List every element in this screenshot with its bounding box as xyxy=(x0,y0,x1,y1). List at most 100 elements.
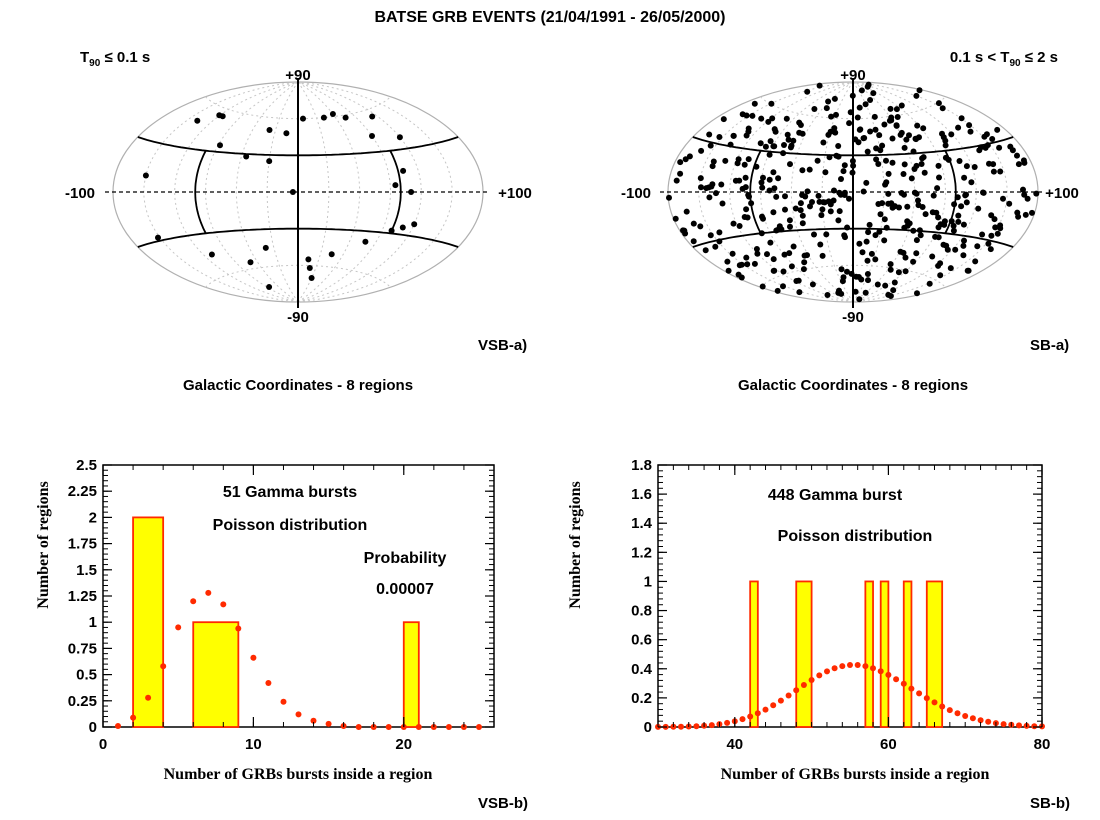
sb-a-burst-point xyxy=(900,171,907,177)
sb-a-burst-point xyxy=(960,252,967,259)
sb-b-poisson-point xyxy=(1031,723,1038,730)
sb-a-burst-point xyxy=(910,227,917,234)
vsb-a-burst-point xyxy=(208,251,215,258)
sb-a-burst-point xyxy=(877,211,884,218)
sb-a-burst-point xyxy=(797,207,804,214)
sb-b-poisson-point xyxy=(693,723,700,730)
sb-a-burst-point xyxy=(887,261,894,268)
sb-b-poisson-point xyxy=(678,723,684,730)
sb-b-poisson-point xyxy=(923,695,930,702)
sb-b-poisson-point xyxy=(1016,722,1022,729)
sb-a-burst-point xyxy=(827,201,834,208)
sb-b-bar xyxy=(879,580,890,728)
sb-a-burst-point xyxy=(976,147,983,154)
sb-b-poisson-point xyxy=(724,719,731,726)
sb-a-burst-point xyxy=(819,252,826,259)
sb-a-burst-point xyxy=(958,203,965,210)
sb-a-burst-point xyxy=(809,199,815,205)
vsb-b-tag: VSB-b) xyxy=(478,795,528,812)
sb-a-burst-point xyxy=(988,212,995,219)
vsb-a-burst-point xyxy=(155,234,161,241)
sb-a-burst-point xyxy=(1014,209,1021,216)
sb-a-burst-point xyxy=(852,288,859,295)
sb-a-burst-point xyxy=(910,258,917,265)
sb-a-burst-point xyxy=(902,268,909,275)
sb-a-burst-point xyxy=(963,191,969,198)
sb-a-burst-point xyxy=(849,169,856,176)
vsb-a-burst-point xyxy=(305,256,312,263)
vsb-a-burst-point xyxy=(289,189,296,195)
sb-a-burst-point xyxy=(757,140,764,147)
sb-a-burst-point xyxy=(827,208,834,215)
sb-a-burst-point xyxy=(806,166,813,173)
sb-a-burst-point xyxy=(748,200,755,207)
sb-a-burst-point xyxy=(915,197,921,204)
sb-a-burst-point xyxy=(804,88,811,95)
sb-a-burst-point xyxy=(863,238,870,245)
sb-a-burst-point xyxy=(856,296,863,303)
sb-b-y-tick-label: 0.2 xyxy=(631,690,652,707)
vsb-b-x-tick-label: 10 xyxy=(245,736,262,753)
sb-a-burst-point xyxy=(890,287,897,294)
sb-a-burst-point xyxy=(963,163,970,170)
sb-a-burst-point xyxy=(821,199,828,206)
sb-a-burst-point xyxy=(881,237,888,244)
sb-a-burst-point xyxy=(852,136,859,143)
sb-a-burst-point xyxy=(773,227,780,234)
sb-a-burst-point xyxy=(961,174,968,181)
sb-a-burst-point xyxy=(988,232,995,239)
vsb-a-lon-right: +100 xyxy=(498,185,532,202)
sb-a-burst-point xyxy=(901,161,908,168)
sb-a-burst-point xyxy=(724,258,731,265)
sb-a-burst-point xyxy=(898,102,905,109)
sb-a-burst-point xyxy=(768,100,775,107)
vsb-a-lat-top: +90 xyxy=(285,67,310,84)
sb-a-burst-point xyxy=(971,164,978,170)
sb-a-burst-point xyxy=(730,132,737,139)
sb-a-burst-point xyxy=(911,189,918,196)
sb-a-burst-point xyxy=(883,157,889,164)
sb-a-burst-point xyxy=(767,138,774,145)
sb-b-poisson-point xyxy=(885,671,892,678)
sb-a-burst-point xyxy=(854,114,861,121)
sb-a-burst-point xyxy=(832,129,839,136)
sb-a-burst-point xyxy=(817,241,824,248)
vsb-a-meridian xyxy=(297,81,422,303)
vsb-a-burst-point xyxy=(243,153,250,160)
sb-a-burst-point xyxy=(727,141,734,148)
sb-a-burst-point xyxy=(914,122,921,129)
sb-a-burst-point xyxy=(920,154,927,161)
sb-a-burst-point xyxy=(797,200,804,207)
sb-a-burst-point xyxy=(838,176,844,182)
vsb-b-y-tick-label: 1 xyxy=(89,614,97,631)
sb-a-burst-point xyxy=(996,144,1003,151)
sb-a-burst-point xyxy=(788,263,795,270)
vsb-a-region-boundary xyxy=(194,150,207,234)
sb-a-burst-point xyxy=(822,169,829,176)
vsb-b-poisson-point xyxy=(145,694,152,701)
vsb-b-poisson-point xyxy=(115,723,121,729)
vsb-a-burst-point xyxy=(306,265,313,271)
sb-a-burst-point xyxy=(824,292,831,298)
vsb-b-poisson-point xyxy=(415,724,422,730)
sb-b-poisson-point xyxy=(762,706,769,713)
sb-b-poisson-point xyxy=(908,685,915,692)
sb-a-burst-point xyxy=(872,126,879,133)
sb-a-burst-point xyxy=(1024,195,1031,202)
sb-a-burst-point xyxy=(948,218,955,225)
sb-a-burst-point xyxy=(809,281,816,288)
sb-a-burst-point xyxy=(744,214,751,221)
vsb-b-x-tick-label: 20 xyxy=(395,736,412,753)
sb-a-burst-point xyxy=(811,106,818,112)
sb-a-burst-point xyxy=(865,229,872,236)
sb-a-burst-point xyxy=(802,193,809,200)
sb-a-burst-point xyxy=(744,261,751,268)
sb-a-burst-point xyxy=(772,128,779,135)
sb-a-burst-point xyxy=(866,221,873,228)
sb-a-burst-point xyxy=(913,237,920,244)
sb-b-poisson-point xyxy=(877,668,884,675)
sb-a-burst-point xyxy=(952,246,959,253)
sb-a-burst-point xyxy=(780,268,787,275)
sb-a-burst-point xyxy=(867,97,874,103)
sb-a-burst-point xyxy=(709,163,716,170)
